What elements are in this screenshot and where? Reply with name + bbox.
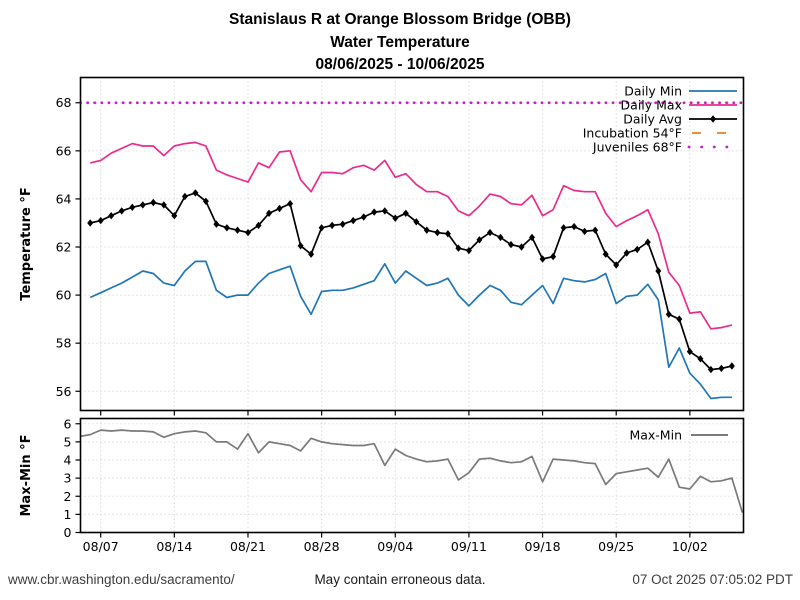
series-daily-min-line [89,260,732,400]
y-tick-label: 6 [64,416,72,431]
y-tick-label: 62 [56,240,72,255]
legend-maxmin: Max-Min [629,427,728,442]
series-daily-avg-line [90,192,733,371]
y-tick-label: 64 [56,191,72,206]
x-tick-label: 08/14 [156,539,192,554]
y-tick-label: 2 [64,489,72,504]
plot-frame [79,417,745,534]
x-tick-label: 09/04 [377,539,413,554]
y-axis-label: Max-Min °F [19,434,34,516]
legend-marker-diamond [710,115,716,123]
y-tick-label: 4 [64,453,72,468]
legend-label: Juveniles 68°F [592,139,682,154]
footer-timestamp: 07 Oct 2025 07:05:02 PDT [632,572,793,587]
x-tick-label: 08/28 [304,539,340,554]
x-tick-label: 08/21 [230,539,266,554]
x-tick-label: 10/02 [672,539,708,554]
title-station-line: Stanislaus R at Orange Blossom Bridge (O… [229,11,571,28]
legend-label: Daily Min [624,83,682,98]
title-daterange-line: 08/06/2025 - 10/06/2025 [315,56,485,73]
maxmin-plot: 0 1 2 3 4 5 6 Max-Min °F 08/07 08/14 08/21 08/28 09/… [19,416,745,554]
y-tick-label: 58 [56,336,72,351]
series-daily-max-line [90,141,733,330]
chart-title: Stanislaus R at Orange Blossom Bridge (O… [0,9,800,77]
y-tick-label: 5 [64,434,72,449]
legend-label: Daily Avg [623,111,682,126]
title-parameter-line: Water Temperature [330,33,470,51]
y-tick-label: 3 [64,471,72,486]
x-tick-label: 09/18 [525,539,561,554]
footer-disclaimer: May contain erroneous data. [314,572,486,587]
gridlines [80,418,744,533]
plot-frame [79,76,745,412]
series-max-min-line [80,429,744,513]
legend-label: Incubation 54°F [583,125,682,140]
y-tick-label: 0 [64,525,72,540]
tick-marks [75,102,691,416]
x-tick-label: 09/25 [598,539,634,554]
x-tick-label: 09/11 [451,539,487,554]
legend-label: Max-Min [629,427,682,442]
y-tick-label: 1 [64,507,72,522]
legend-label: Daily Max [621,97,682,112]
tick-marks [75,423,691,538]
y-axis-label: Temperature °F [19,187,34,300]
y-tick-label: 60 [56,288,72,303]
main-temperature-plot: 56 58 60 62 64 66 68 Temperature °F [19,76,745,416]
x-tick-label: 08/07 [83,539,119,554]
footer-source-url: www.cbr.washington.edu/sacramento/ [8,572,235,587]
y-tick-label: 56 [56,384,72,399]
y-tick-label: 68 [56,95,72,110]
y-tick-label: 66 [56,143,72,158]
